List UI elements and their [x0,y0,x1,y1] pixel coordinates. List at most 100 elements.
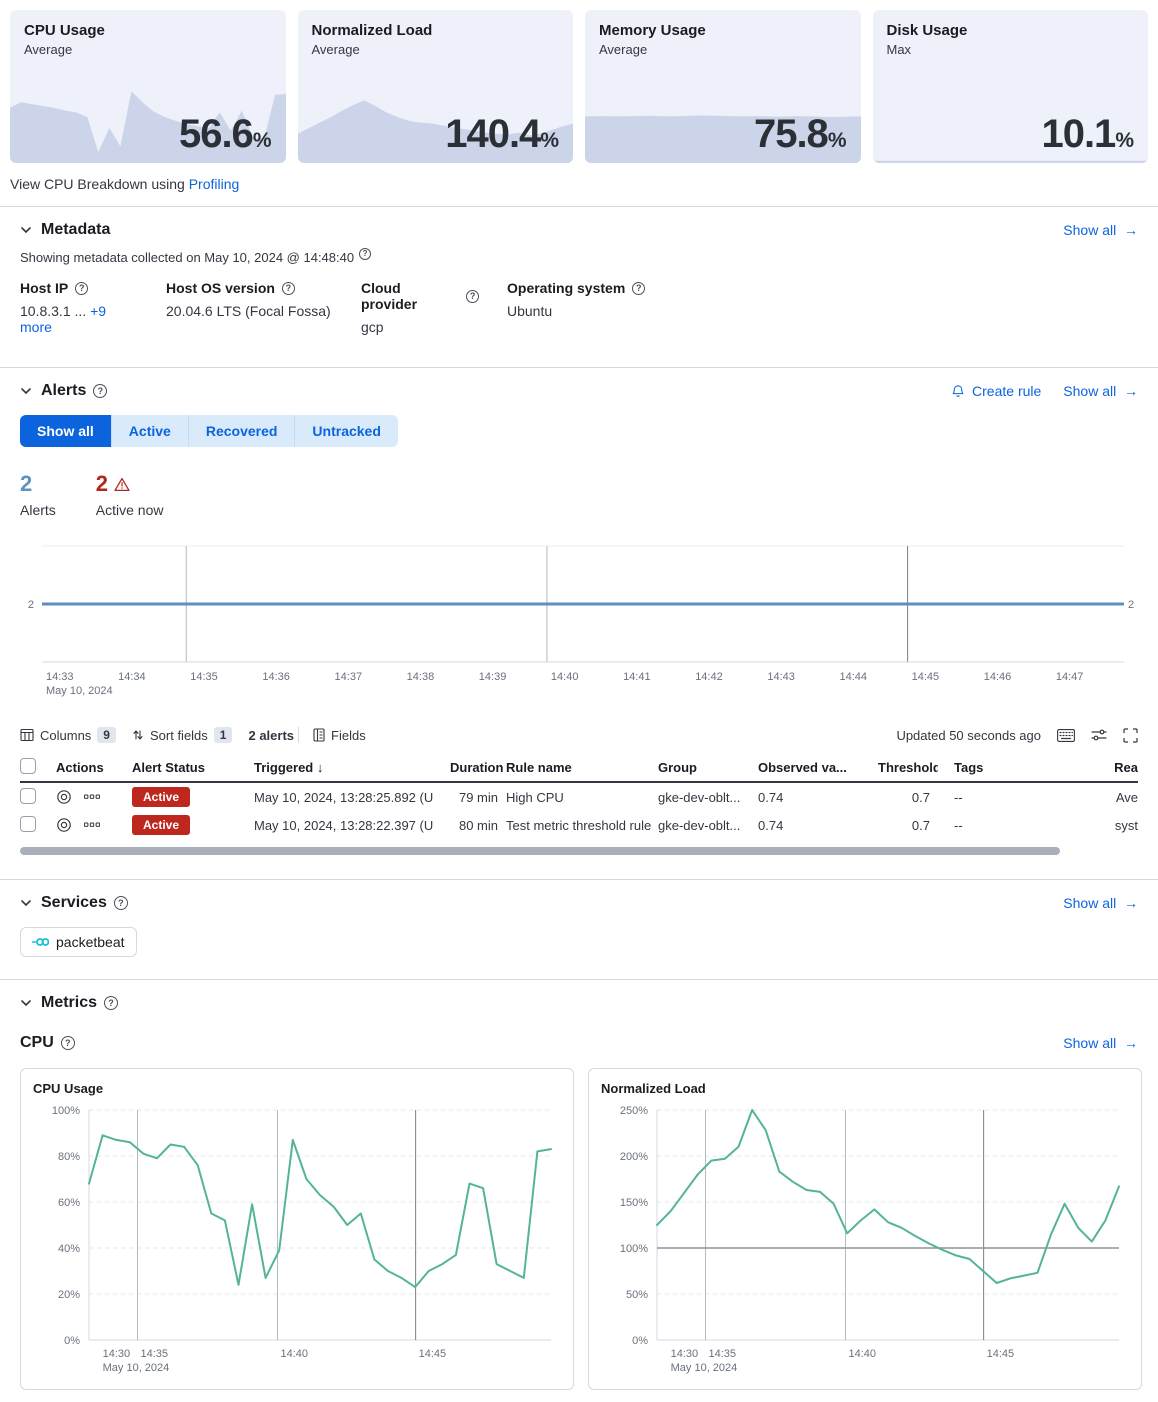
metadata-field-host-ip: Host IP? 10.8.3.1 ... +9 more [20,280,107,335]
svg-text:2: 2 [1128,599,1134,611]
kpi-subtitle: Average [311,42,360,57]
create-rule-link[interactable]: Create rule [951,383,1041,399]
svg-text:200%: 200% [620,1151,648,1163]
metadata-section: Metadata Show all → Showing metadata col… [0,207,1158,353]
view-alert-icon[interactable] [56,789,72,805]
service-name: packetbeat [56,934,125,950]
svg-text:14:39: 14:39 [479,671,507,683]
select-all-checkbox[interactable] [20,757,36,774]
alerts-table-header: Actions Alert Status Triggered ↓ Duratio… [20,753,1138,783]
scrollbar-thumb[interactable] [20,847,1060,855]
header-tags[interactable]: Tags [954,759,984,775]
cell-duration: 79 min [458,789,498,805]
svg-text:50%: 50% [626,1289,648,1301]
row-checkbox[interactable] [20,815,36,832]
help-icon[interactable]: ? [632,281,646,295]
alerts-count-stat: 2 Alerts [20,471,56,518]
metrics-show-all-link[interactable]: Show all → [1063,1035,1138,1051]
header-triggered[interactable]: Triggered ↓ [254,759,324,775]
header-threshold[interactable]: Threshold [878,759,938,775]
svg-text:14:35: 14:35 [709,1348,737,1360]
tab-untracked[interactable]: Untracked [295,415,397,447]
columns-button[interactable]: Columns 9 [20,727,116,743]
normalized-load-line-chart: 0% 50% 100% 150% 200% 250% 14:30 14:35 14:40 14:4… [620,1105,1120,1374]
cell-observed-value: 0.74 [758,789,784,805]
svg-text:250%: 250% [620,1105,648,1117]
kpi-card-cpu-usage: CPU Usage Average 56.6% [10,10,286,163]
services-section-title: Services [41,894,107,911]
header-rule-name[interactable]: Rule name [506,759,572,775]
view-alert-icon[interactable] [56,817,72,833]
alerts-table: Actions Alert Status Triggered ↓ Duratio… [20,753,1138,855]
sort-fields-button[interactable]: Sort fields 1 [132,727,233,743]
tab-show-all[interactable]: Show all [20,415,112,447]
help-icon[interactable]: ? [60,1036,75,1050]
metadata-collected-text: Showing metadata collected on May 10, 20… [20,247,1138,265]
help-icon[interactable]: ? [113,896,128,910]
metadata-show-all-link[interactable]: Show all → [1063,222,1138,238]
svg-text:May 10, 2024: May 10, 2024 [671,1362,738,1374]
tab-active[interactable]: Active [112,415,189,447]
alerts-count: 2 [20,471,33,496]
header-reason[interactable]: Rea [1114,759,1138,775]
more-ips-link[interactable]: +9 more [20,303,107,335]
profiling-link[interactable]: Profiling [188,176,240,192]
cell-threshold: 0.7 [911,789,930,805]
cell-threshold: 0.7 [911,817,930,833]
alerts-timeline-chart: 2 2 14:33 14:34 14:35 14:36 14:37 14:38 14:39 14:… [20,542,1138,705]
chevron-down-icon[interactable] [20,385,32,397]
row-checkbox[interactable] [20,787,36,804]
section-divider [0,879,1158,880]
help-icon[interactable]: ? [75,281,89,295]
cell-tags: -- [954,817,963,833]
svg-text:14:37: 14:37 [335,671,363,683]
kpi-value: 10.1% [1041,112,1134,156]
help-icon[interactable]: ? [466,289,479,303]
arrow-right-icon: → [1124,895,1138,911]
services-show-all-link[interactable]: Show all → [1063,895,1138,911]
svg-text:14:34: 14:34 [118,671,146,683]
status-badge: Active [132,815,191,835]
chevron-down-icon[interactable] [20,897,32,909]
sort-desc-icon: ↓ [316,759,324,775]
help-icon[interactable]: ? [104,996,119,1010]
kpi-value: 140.4% [445,112,559,156]
kpi-value: 75.8% [753,112,847,156]
service-chip-packetbeat[interactable]: packetbeat [20,927,137,957]
arrow-right-icon: → [1124,222,1138,238]
status-badge: Active [132,787,191,807]
chart-title: Normalized Load [601,1081,706,1096]
chevron-down-icon[interactable] [20,997,32,1009]
help-icon[interactable]: ? [359,247,372,260]
svg-text:20%: 20% [58,1289,80,1301]
alerts-show-all-link[interactable]: Show all → [1063,383,1138,399]
svg-text:14:30: 14:30 [671,1348,699,1360]
svg-text:40%: 40% [58,1243,80,1255]
help-icon[interactable]: ? [93,384,108,398]
header-duration[interactable]: Duration [450,759,504,775]
header-group[interactable]: Group [658,759,697,775]
more-actions-icon[interactable] [84,822,100,828]
fullscreen-icon[interactable] [1123,727,1138,743]
section-divider [0,206,1158,207]
svg-text:14:35: 14:35 [190,671,218,683]
help-icon[interactable]: ? [281,281,295,295]
table-row: Active May 10, 2024, 13:28:22.397 (U 80 … [20,811,1138,839]
kpi-card-disk-usage: Disk Usage Max 10.1% [872,10,1148,163]
chevron-down-icon[interactable] [20,224,32,236]
tab-recovered[interactable]: Recovered [189,415,296,447]
alert-status-filter-group: Show all Active Recovered Untracked [20,415,398,447]
cpu-group-title: CPU? [20,1034,75,1052]
svg-text:14:40: 14:40 [280,1348,308,1360]
header-observed-value[interactable]: Observed va... [758,759,847,775]
display-options-icon[interactable] [1091,728,1107,742]
kpi-subtitle: Max [886,42,912,57]
more-actions-icon[interactable] [84,794,100,800]
metadata-fields: Host IP? 10.8.3.1 ... +9 more Host OS ve… [20,280,1138,353]
cell-triggered: May 10, 2024, 13:28:25.892 (U [254,789,434,805]
fields-button[interactable]: Fields [313,728,366,743]
keyboard-icon[interactable] [1057,728,1075,742]
alert-count-label: 2 alerts [248,727,295,743]
normalized-load-chart-card: Normalized Load 0% 50% 100% 150% 200% 250% 14:… [588,1068,1142,1390]
header-alert-status[interactable]: Alert Status [132,759,205,775]
